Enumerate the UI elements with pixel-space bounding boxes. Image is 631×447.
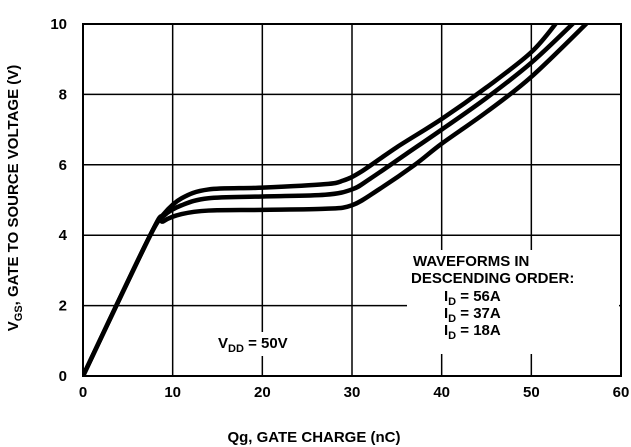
legend-item-main: I [444, 322, 448, 339]
legend-item-sub: D [448, 330, 456, 342]
x-tick-label-40: 40 [433, 384, 450, 401]
legend-item-main: I [444, 305, 448, 322]
legend-title-line-2: DESCENDING ORDER: [411, 270, 574, 287]
y-axis-title-sub: GS [13, 305, 25, 321]
x-tick-label-30: 30 [344, 384, 361, 401]
y-tick-label-6: 6 [59, 157, 67, 174]
legend-item-main: I [444, 288, 448, 305]
vdd-label-bg [212, 332, 324, 356]
y-tick-labels: 0 2 4 6 8 10 [50, 16, 67, 385]
x-tick-label-50: 50 [523, 384, 540, 401]
legend-item-3: ID = 18A [444, 322, 501, 342]
y-tick-label-2: 2 [59, 298, 67, 315]
x-tick-labels: 0 10 20 30 40 50 60 [79, 384, 630, 401]
series-line-3 [83, 24, 590, 376]
vdd-sub: DD [228, 343, 244, 355]
grid [83, 24, 621, 376]
legend-item-rest: = 56A [456, 288, 501, 305]
legend-bg [407, 250, 619, 354]
legend-item-sub: D [448, 296, 456, 308]
x-tick-label-0: 0 [79, 384, 87, 401]
y-axis-title-rest: , GATE TO SOURCE VOLTAGE (V) [5, 65, 22, 306]
y-axis-title: VGS, GATE TO SOURCE VOLTAGE (V) [5, 65, 25, 332]
legend-item-1: ID = 56A [444, 288, 501, 308]
legend-item-2: ID = 37A [444, 305, 501, 325]
vdd-main: V [218, 335, 228, 352]
vdd-rest: = 50V [244, 335, 288, 352]
legend-title-line-1: WAVEFORMS IN [413, 253, 529, 270]
vdd-annotation: VDD = 50V [218, 335, 288, 355]
y-axis-title-main: V [5, 321, 22, 331]
x-tick-label-10: 10 [164, 384, 181, 401]
legend-item-rest: = 37A [456, 305, 501, 322]
y-tick-label-10: 10 [50, 16, 67, 33]
series-group [83, 24, 590, 376]
legend-item-sub: D [448, 313, 456, 325]
x-tick-label-60: 60 [613, 384, 630, 401]
y-tick-label-0: 0 [59, 368, 67, 385]
plot-frame [82, 23, 622, 377]
y-tick-label-4: 4 [59, 227, 68, 244]
x-axis-title: Qg, GATE CHARGE (nC) [227, 429, 400, 446]
y-tick-label-8: 8 [59, 86, 67, 103]
x-tick-label-20: 20 [254, 384, 271, 401]
legend-item-rest: = 18A [456, 322, 501, 339]
series-line-2 [83, 24, 576, 376]
